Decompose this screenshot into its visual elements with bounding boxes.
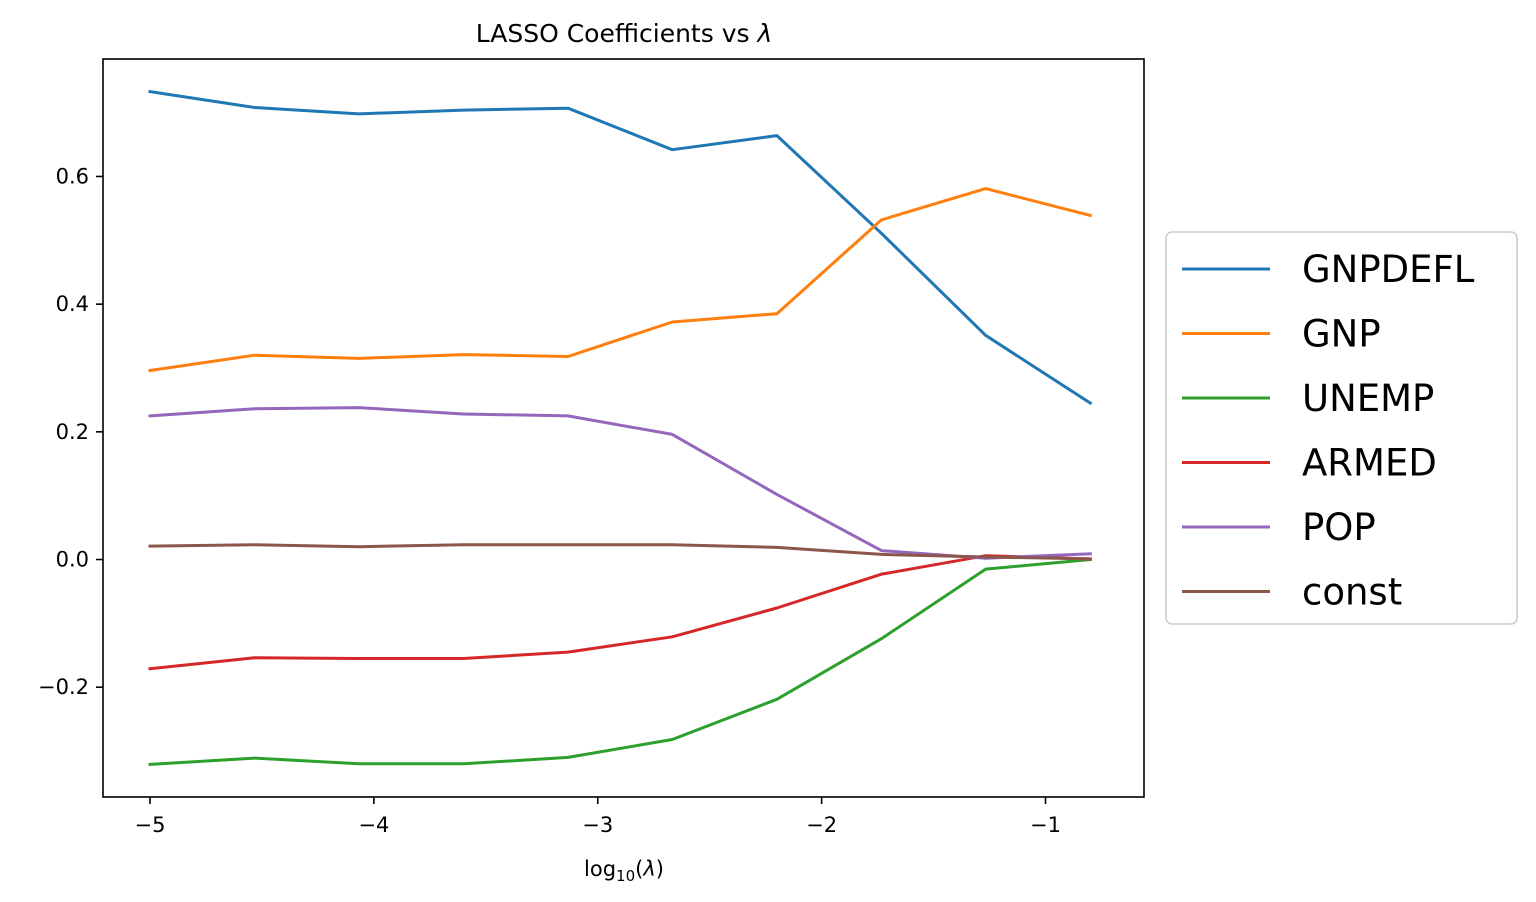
legend-label-armed: ARMED: [1302, 442, 1437, 485]
series-line-unemp: [148, 557, 1092, 766]
x-tick-label: −3: [582, 813, 613, 837]
legend-label-unemp: UNEMP: [1302, 377, 1434, 420]
series-line-armed: [148, 554, 1092, 671]
x-tick-label: −5: [135, 813, 166, 837]
y-tick-label: 0.0: [56, 548, 89, 572]
x-axis-ticks: −5 −4 −3 −2 −1: [135, 797, 1061, 837]
y-tick-label: 0.2: [56, 420, 89, 444]
legend-label-const: const: [1302, 571, 1402, 614]
x-tick-label: −4: [358, 813, 389, 837]
y-tick-label: −0.2: [38, 675, 89, 699]
series-lines: [148, 89, 1093, 766]
x-tick-label: −2: [806, 813, 837, 837]
legend-label-gnpdefl: GNPDEFL: [1302, 248, 1475, 291]
plot-area-frame: [102, 58, 1145, 798]
y-axis-ticks: −0.2 0.0 0.2 0.4 0.6: [38, 164, 103, 699]
legend-label-pop: POP: [1302, 506, 1376, 549]
series-line-pop: [148, 406, 1092, 560]
legend: GNPDEFL GNP UNEMP ARMED POP const: [1165, 231, 1518, 625]
series-line-gnpdefl: [148, 89, 1093, 406]
y-tick-label: 0.4: [56, 292, 89, 316]
x-axis-label: log10(λ): [584, 857, 664, 885]
series-line-gnp: [148, 187, 1093, 373]
x-tick-label: −1: [1030, 813, 1061, 837]
legend-label-gnp: GNP: [1302, 313, 1381, 356]
y-tick-label: 0.6: [56, 164, 89, 188]
chart-title: LASSO Coefficients vs λ: [476, 19, 773, 48]
series-line-const: [148, 543, 1092, 561]
